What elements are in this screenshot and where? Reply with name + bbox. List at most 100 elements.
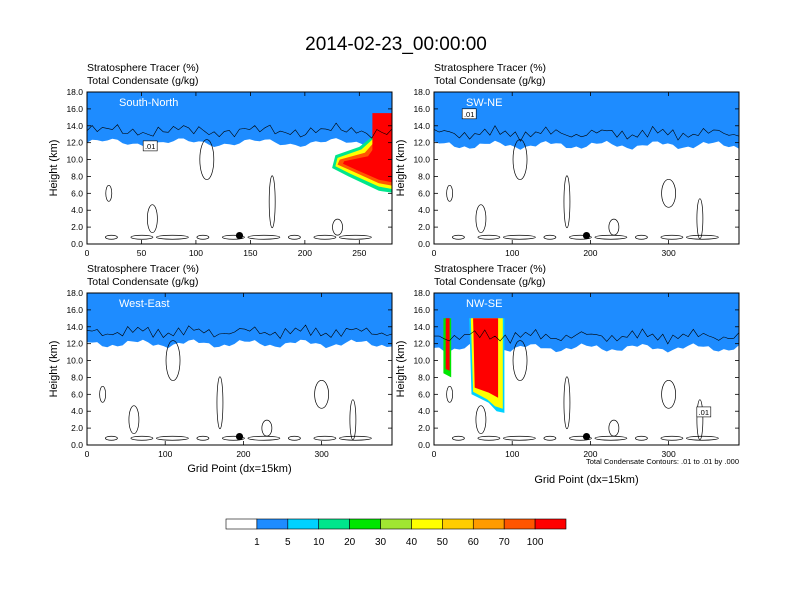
location-marker xyxy=(582,432,591,441)
subtitle-tracer: Stratosphere Tracer (%) xyxy=(434,263,546,275)
condensate-contour xyxy=(452,435,465,441)
x-tick-label: 200 xyxy=(236,449,250,459)
condensate-contour xyxy=(661,379,676,409)
y-tick-label: 14.0 xyxy=(413,322,430,332)
panel-label: West-East xyxy=(119,298,170,310)
condensate-contour xyxy=(696,198,704,240)
x-tick-label: 100 xyxy=(158,449,172,459)
x-tick-label: 300 xyxy=(315,449,329,459)
condensate-contour xyxy=(512,139,528,180)
condensate-contour xyxy=(477,234,501,240)
y-tick-label: 2.0 xyxy=(418,222,430,232)
condensate-contour xyxy=(446,184,453,202)
y-axis-label: Height (km) xyxy=(48,140,60,197)
x-tick-label: 150 xyxy=(243,248,257,258)
colorbar-label: 70 xyxy=(499,537,511,548)
x-tick-label: 0 xyxy=(432,449,437,459)
condensate-contour xyxy=(339,435,372,441)
y-tick-label: 18.0 xyxy=(413,87,430,97)
y-tick-label: 18.0 xyxy=(66,87,83,97)
condensate-contour xyxy=(313,234,337,240)
y-tick-label: 4.0 xyxy=(71,205,83,215)
colorbar-label: 100 xyxy=(527,537,544,548)
y-tick-label: 6.0 xyxy=(418,389,430,399)
x-tick-label: 100 xyxy=(505,449,519,459)
subtitle-condensate: Total Condensate (g/kg) xyxy=(87,75,198,87)
y-tick-label: 4.0 xyxy=(418,406,430,416)
colorbar-swatch xyxy=(349,518,381,530)
subtitle-condensate: Total Condensate (g/kg) xyxy=(434,276,545,288)
condensate-contour xyxy=(130,234,154,240)
y-tick-label: 16.0 xyxy=(413,305,430,315)
condensate-contour xyxy=(569,435,592,441)
y-tick-label: 2.0 xyxy=(418,423,430,433)
panel-3: .01 NW-SE 0.0 2.0 4.0 6.0 8.0 10.0 12.0 14.0 16.0 1… xyxy=(395,263,740,486)
y-tick-label: 6.0 xyxy=(71,389,83,399)
figure-title: 2014-02-23_00:00:00 xyxy=(305,34,487,55)
condensate-contour xyxy=(247,435,281,441)
condensate-contour xyxy=(543,435,557,441)
y-tick-label: 14.0 xyxy=(413,121,430,131)
condensate-contour xyxy=(87,324,392,340)
y-tick-label: 2.0 xyxy=(71,222,83,232)
colorbar-label: 60 xyxy=(468,537,480,548)
y-tick-label: 6.0 xyxy=(418,188,430,198)
y-tick-label: 12.0 xyxy=(413,339,430,349)
colorbar-swatch xyxy=(472,518,505,530)
condensate-contour xyxy=(434,125,739,142)
location-marker xyxy=(235,432,244,441)
tracer-fold xyxy=(372,113,392,160)
contour-label-box xyxy=(696,406,712,418)
colorbar-swatch xyxy=(380,518,412,530)
condensate-contour xyxy=(475,405,487,435)
condensate-contour xyxy=(446,385,453,403)
x-tick-label: 200 xyxy=(583,248,597,258)
condensate-contour xyxy=(594,435,628,441)
colorbar-label: 40 xyxy=(406,537,418,548)
condensate-contour xyxy=(147,204,158,234)
tracer-band xyxy=(87,293,392,349)
panels: .01 South-North 0.0 2.0 4.0 6.0 8.0 10.0 12.0 14.… xyxy=(48,62,740,486)
condensate-contour xyxy=(165,340,181,381)
plot-frame xyxy=(433,91,740,245)
condensate-contour xyxy=(349,399,357,441)
colorbar: 1 5 10 20 30 40 50 60 70 100 xyxy=(225,518,567,548)
y-tick-label: 8.0 xyxy=(71,171,83,181)
panel-label: NW-SE xyxy=(466,298,502,310)
y-tick-label: 14.0 xyxy=(66,322,83,332)
colorbar-label: 1 xyxy=(254,537,260,548)
condensate-contour xyxy=(594,234,628,240)
contour-label-box xyxy=(461,108,477,120)
x-axis-label: Grid Point (dx=15km) xyxy=(187,463,291,475)
plot-frame xyxy=(86,292,393,446)
y-axis-label: Height (km) xyxy=(48,341,60,398)
plot-frame xyxy=(86,91,393,245)
condensate-contour xyxy=(196,435,210,441)
x-tick-label: 200 xyxy=(298,248,312,258)
condensate-contour xyxy=(452,234,465,240)
y-tick-label: 0.0 xyxy=(418,239,430,249)
condensate-contour xyxy=(288,234,301,240)
subtitle-condensate: Total Condensate (g/kg) xyxy=(87,276,198,288)
condensate-contour xyxy=(99,385,106,403)
x-axis-label: Grid Point (dx=15km) xyxy=(534,474,638,486)
condensate-contour xyxy=(660,435,684,441)
colorbar-label: 30 xyxy=(375,537,387,548)
condensate-contour xyxy=(105,435,118,441)
colorbar-label: 50 xyxy=(437,537,449,548)
condensate-contour xyxy=(130,435,154,441)
tracer-band xyxy=(434,293,739,353)
colorbar-label: 10 xyxy=(313,537,325,548)
y-tick-label: 16.0 xyxy=(66,305,83,315)
condensate-contour xyxy=(477,435,501,441)
y-tick-label: 14.0 xyxy=(66,121,83,131)
panel-label: SW-NE xyxy=(466,97,502,109)
condensate-contour xyxy=(156,234,189,240)
condensate-contour xyxy=(635,234,648,240)
plot-area: .01 NW-SE xyxy=(434,293,739,445)
subtitle-tracer: Stratosphere Tracer (%) xyxy=(87,62,199,74)
condensate-contour xyxy=(563,376,571,430)
x-tick-label: 300 xyxy=(662,248,676,258)
condensate-contour xyxy=(288,435,301,441)
condensate-contour xyxy=(222,435,245,441)
